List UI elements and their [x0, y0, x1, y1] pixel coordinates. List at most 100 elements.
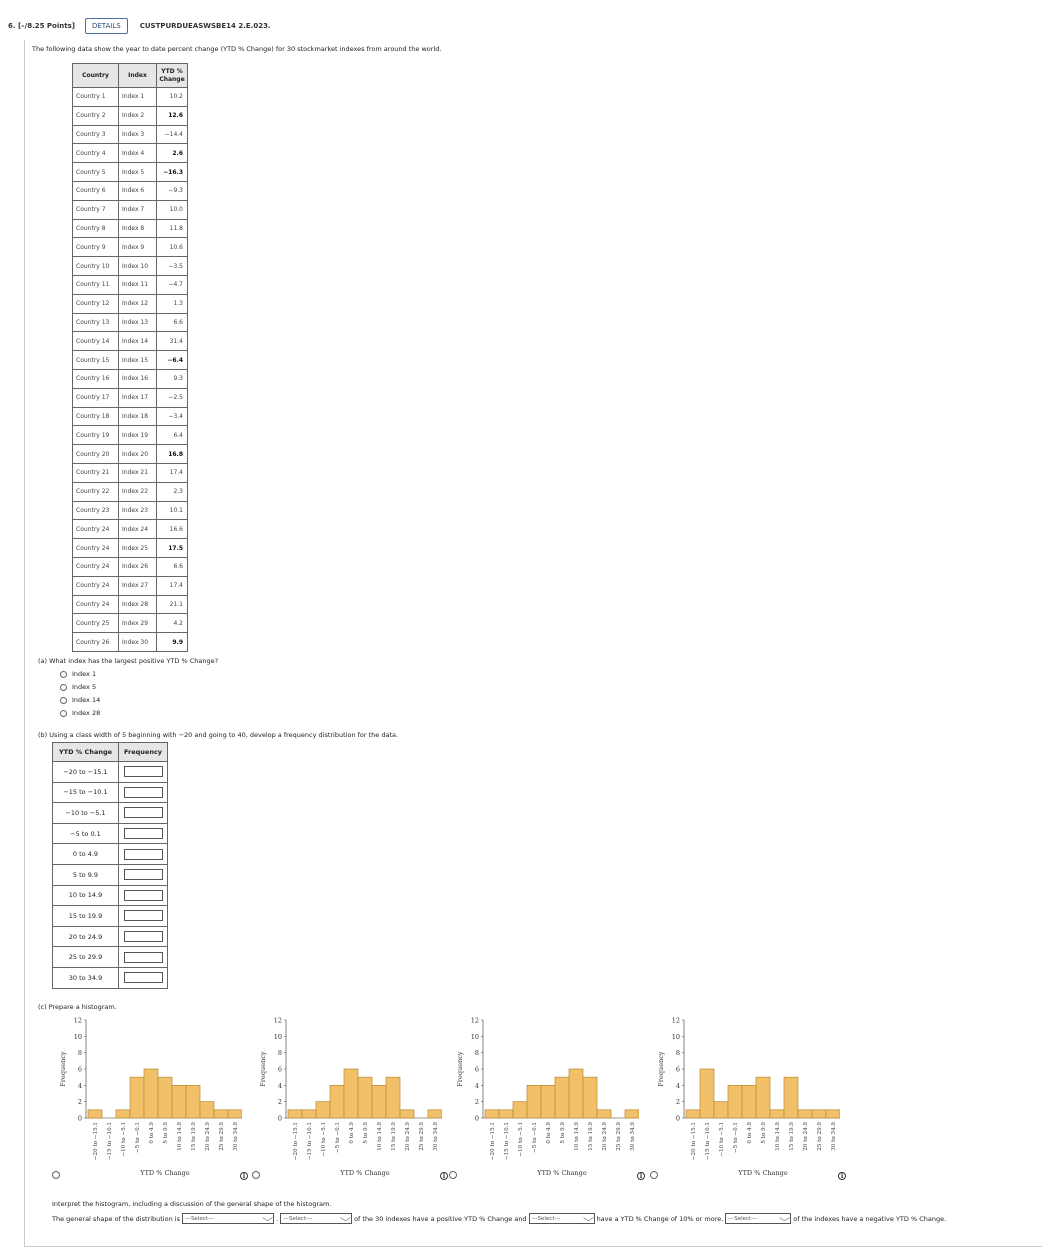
- option-label: Index 14: [72, 696, 101, 704]
- info-icon[interactable]: i: [637, 1172, 645, 1180]
- ten-percent-count-select[interactable]: ---Select--- ⌵: [528, 1213, 595, 1224]
- radio-button[interactable]: [60, 683, 67, 691]
- x-tick-label: 5 to 9.9: [163, 1122, 169, 1144]
- class-label: 30 to 34.9: [52, 966, 119, 989]
- cell-country: Country 20: [72, 444, 119, 464]
- positive-count-select[interactable]: ---Select--- ⌵: [280, 1213, 353, 1224]
- histogram-option-radio[interactable]: [52, 1171, 60, 1179]
- y-tick-label: 10: [672, 1033, 680, 1041]
- table-row: Country 1 Index 1 10.2: [72, 87, 188, 107]
- cell-index: Index 28: [118, 594, 157, 615]
- cell-index: Index 9: [118, 237, 157, 258]
- y-tick-label: 0: [78, 1115, 82, 1123]
- cell-index: Index 26: [118, 556, 157, 577]
- cell-ytd: 2.3: [156, 481, 188, 502]
- cell-country: Country 13: [72, 312, 119, 333]
- y-tick-label: 6: [278, 1066, 282, 1074]
- x-tick-label: 0 to 4.9: [349, 1122, 355, 1144]
- frequency-input[interactable]: [123, 889, 163, 901]
- histogram-3: 0 2 4 6 8 10 12 Frequency −20 to −15.1 −15 to −10…: [449, 1013, 640, 1183]
- y-axis-label: Frequency: [657, 1051, 665, 1086]
- frequency-input[interactable]: [123, 951, 163, 963]
- cell-ytd: 2.6: [156, 143, 188, 164]
- frequency-input[interactable]: [123, 766, 163, 778]
- x-tick-label: −5 to −0.1: [335, 1122, 341, 1153]
- class-label: −15 to −10.1: [52, 781, 119, 804]
- cell-country: Country 17: [72, 387, 119, 408]
- cell-ytd: −6.4: [156, 350, 188, 370]
- info-icon[interactable]: i: [240, 1172, 248, 1180]
- y-tick-label: 0: [676, 1115, 680, 1123]
- y-tick-label: 2: [278, 1098, 282, 1106]
- histogram-bar: [498, 1109, 514, 1119]
- histogram-option-radio[interactable]: [252, 1171, 260, 1179]
- x-tick-label: 5 to 9.9: [761, 1122, 767, 1144]
- class-label: 0 to 4.9: [52, 843, 119, 865]
- radio-button[interactable]: [60, 709, 67, 717]
- cell-ytd: 16.8: [156, 444, 188, 464]
- table-row: Country 10 Index 10 −3.5: [72, 256, 188, 276]
- histogram-option-radio[interactable]: [449, 1171, 457, 1179]
- histogram-bar: [825, 1109, 841, 1119]
- frequency-input[interactable]: [123, 869, 163, 881]
- table-row: Country 3 Index 3 −14.4: [72, 124, 188, 145]
- answer-option[interactable]: Index 28: [60, 709, 100, 717]
- negative-count-select[interactable]: ---Select--- ⌵: [725, 1213, 792, 1224]
- frequency-input[interactable]: [123, 807, 163, 819]
- histogram-bar: [727, 1084, 743, 1119]
- x-tick-label: 10 to 14.9: [377, 1122, 383, 1151]
- table-row: Country 24 Index 24 16.6: [72, 519, 188, 540]
- y-tick-label: 6: [676, 1066, 680, 1074]
- answer-option[interactable]: Index 14: [60, 696, 100, 704]
- cell-ytd: 10.0: [156, 199, 188, 220]
- histogram-1: 0 2 4 6 8 10 12 Frequency −20 to −15.1 −15 to −10…: [52, 1013, 243, 1183]
- histogram-option-radio[interactable]: [650, 1171, 658, 1179]
- histogram-bar: [554, 1076, 570, 1119]
- cell-index: Index 15: [118, 350, 157, 370]
- info-icon[interactable]: i: [838, 1172, 846, 1180]
- shape-select[interactable]: ---Select--- ⌵: [181, 1213, 274, 1224]
- class-label: 20 to 24.9: [52, 925, 119, 948]
- radio-button[interactable]: [60, 696, 67, 704]
- cell-country: Country 18: [72, 406, 119, 427]
- freq-row: 15 to 19.9: [52, 905, 169, 927]
- class-label: 25 to 29.9: [52, 946, 119, 968]
- part-b-question: (b) Using a class width of 5 beginning w…: [38, 731, 399, 739]
- x-tick-label: 25 to 29.9: [419, 1122, 425, 1151]
- cell-country: Country 10: [72, 256, 119, 276]
- answer-option[interactable]: Index 1: [60, 670, 96, 678]
- y-tick-label: 10: [471, 1033, 479, 1041]
- cell-index: Index 6: [118, 180, 157, 201]
- histogram-bar: [357, 1076, 373, 1119]
- cell-country: Country 24: [72, 538, 119, 558]
- frequency-input[interactable]: [123, 848, 163, 860]
- cell-index: Index 20: [118, 444, 157, 464]
- info-icon[interactable]: i: [440, 1172, 448, 1180]
- x-tick-label: −15 to −10.1: [504, 1122, 510, 1160]
- answer-option[interactable]: Index 5: [60, 683, 96, 691]
- table-row: Country 9 Index 9 10.6: [72, 237, 188, 258]
- histogram-bar: [811, 1109, 827, 1119]
- x-axis-label: YTD % Change: [737, 1169, 788, 1177]
- frequency-input[interactable]: [123, 910, 163, 922]
- frequency-input[interactable]: [123, 972, 163, 984]
- cell-country: Country 26: [72, 632, 119, 652]
- option-label: Index 28: [72, 709, 101, 717]
- frequency-cell: [117, 925, 169, 948]
- cell-index: Index 22: [118, 481, 157, 502]
- cell-country: Country 8: [72, 218, 119, 239]
- class-label: 10 to 14.9: [52, 884, 119, 907]
- table-row: Country 2 Index 2 12.6: [72, 105, 188, 126]
- cell-index: Index 5: [118, 162, 157, 182]
- x-tick-label: −5 to −0.1: [135, 1122, 141, 1153]
- x-tick-label: −10 to −5.1: [719, 1122, 725, 1157]
- frequency-input[interactable]: [123, 828, 163, 840]
- frequency-input[interactable]: [123, 931, 163, 943]
- cell-ytd: 31.4: [156, 331, 188, 352]
- x-tick-label: −10 to −5.1: [121, 1122, 127, 1157]
- radio-button[interactable]: [60, 670, 67, 678]
- details-button[interactable]: DETAILS: [84, 18, 128, 34]
- frequency-input[interactable]: [123, 786, 163, 798]
- cell-ytd: 6.6: [156, 312, 188, 333]
- cell-country: Country 4: [72, 143, 119, 164]
